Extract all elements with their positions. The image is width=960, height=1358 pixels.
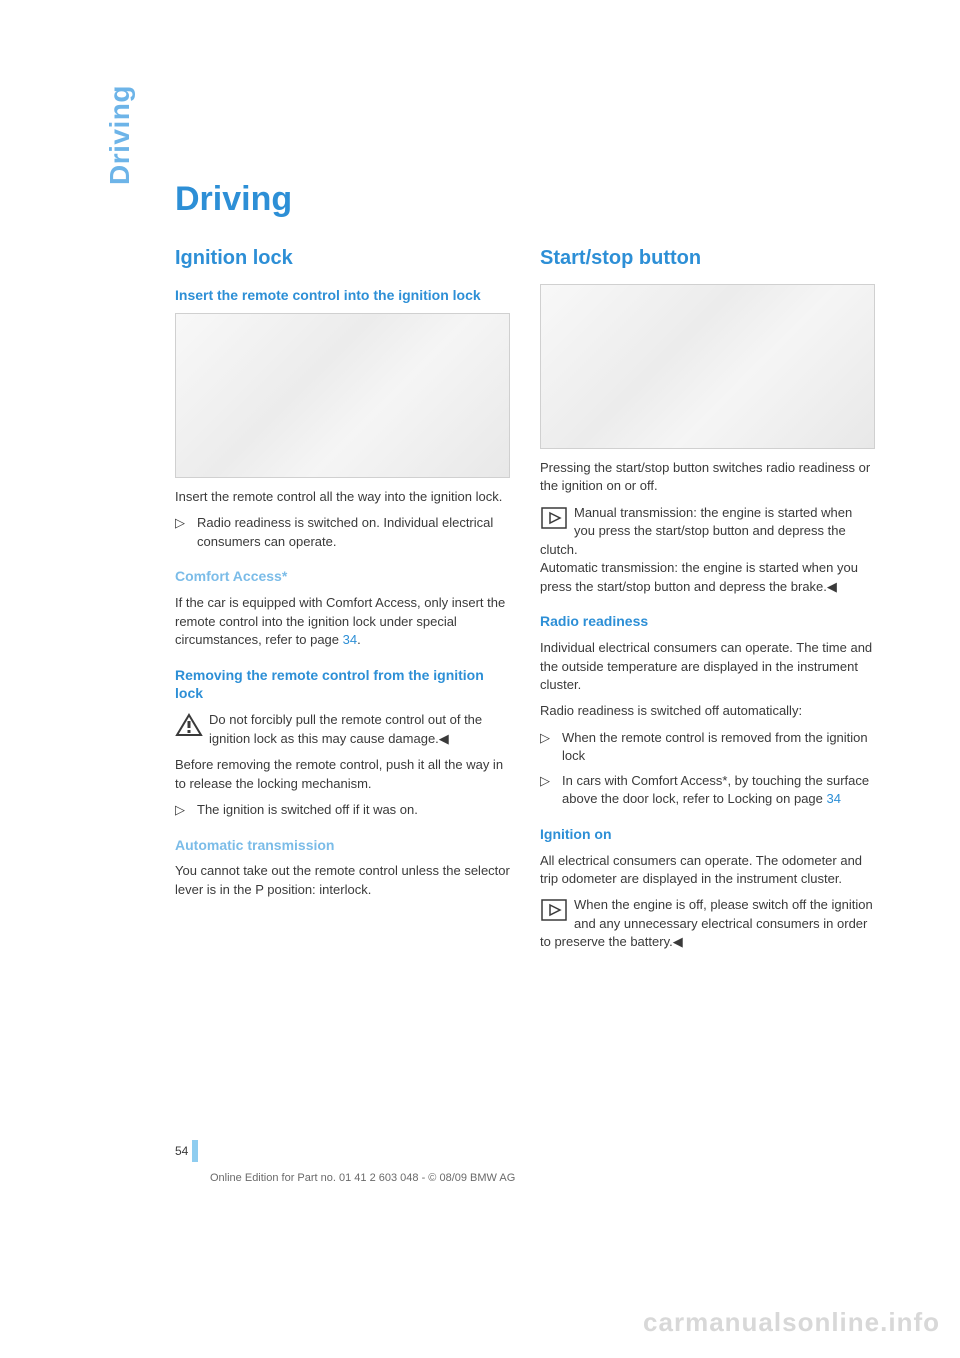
warning-note: Do not forcibly pull the remote control … xyxy=(175,711,510,748)
tip-text: Automatic transmission: the engine is st… xyxy=(540,560,858,593)
bullet-text: The ignition is switched off if it was o… xyxy=(197,801,510,819)
watermark: carmanualsonline.info xyxy=(643,1307,940,1338)
figure-ignition-lock xyxy=(175,313,510,478)
body-text: Individual electrical consumers can oper… xyxy=(540,639,875,694)
tip-icon xyxy=(540,898,568,922)
bullet-icon: ▷ xyxy=(540,729,562,766)
two-column-layout: Ignition lock Insert the remote control … xyxy=(175,247,880,960)
page-number-bar xyxy=(192,1140,198,1162)
list-item: ▷ The ignition is switched off if it was… xyxy=(175,801,510,819)
tip-text: Manual transmission: the engine is start… xyxy=(540,505,852,557)
subheading-comfort-access: Comfort Access* xyxy=(175,567,510,586)
body-text: Insert the remote control all the way in… xyxy=(175,488,510,506)
page-number-area: 54 xyxy=(175,1140,198,1162)
subheading-ignition-on: Ignition on xyxy=(540,825,875,844)
note-end-marker: ◀ xyxy=(673,934,683,949)
bullet-text: Radio readiness is switched on. Individu… xyxy=(197,514,510,551)
section-heading-ignition-lock: Ignition lock xyxy=(175,247,510,270)
text-span: . xyxy=(357,632,361,647)
left-column: Ignition lock Insert the remote control … xyxy=(175,247,510,960)
note-end-marker: ◀ xyxy=(439,731,449,746)
tip-note: When the engine is off, please switch of… xyxy=(540,896,875,951)
subheading-insert-remote: Insert the remote control into the ignit… xyxy=(175,286,510,305)
text-span: In cars with Comfort Access xyxy=(562,773,722,788)
text-span: If the car is equipped with Comfort Acce… xyxy=(175,595,505,647)
warning-icon xyxy=(175,713,203,737)
page-reference-link[interactable]: 34 xyxy=(827,791,841,806)
right-column: Start/stop button Pressing the start/sto… xyxy=(540,247,875,960)
tip-text: When the engine is off, please switch of… xyxy=(540,897,873,949)
list-item: ▷ In cars with Comfort Access*, by touch… xyxy=(540,772,875,809)
side-tab-label: Driving xyxy=(104,85,136,185)
body-text: Before removing the remote control, push… xyxy=(175,756,510,793)
bullet-text: In cars with Comfort Access*, by touchin… xyxy=(562,772,875,809)
page-title: Driving xyxy=(175,180,880,219)
bullet-icon: ▷ xyxy=(540,772,562,809)
bullet-text: When the remote control is removed from … xyxy=(562,729,875,766)
figure-start-stop-button xyxy=(540,284,875,449)
subheading-removing-remote: Removing the remote control from the ign… xyxy=(175,666,510,704)
bullet-icon: ▷ xyxy=(175,514,197,551)
list-item: ▷ When the remote control is removed fro… xyxy=(540,729,875,766)
body-text: You cannot take out the remote control u… xyxy=(175,862,510,899)
page-content: Driving Ignition lock Insert the remote … xyxy=(120,180,880,960)
body-text: Pressing the start/stop button switches … xyxy=(540,459,875,496)
section-heading-start-stop: Start/stop button xyxy=(540,247,875,270)
footer-copyright: Online Edition for Part no. 01 41 2 603 … xyxy=(210,1172,515,1184)
page-number: 54 xyxy=(175,1144,188,1158)
bullet-icon: ▷ xyxy=(175,801,197,819)
body-text: If the car is equipped with Comfort Acce… xyxy=(175,594,510,649)
body-text: Radio readiness is switched off automati… xyxy=(540,702,875,720)
body-text: All electrical consumers can operate. Th… xyxy=(540,852,875,889)
note-end-marker: ◀ xyxy=(827,579,837,594)
page-reference-link[interactable]: 34 xyxy=(343,632,357,647)
tip-note: Manual transmission: the engine is start… xyxy=(540,504,875,596)
list-item: ▷ Radio readiness is switched on. Indivi… xyxy=(175,514,510,551)
subheading-radio-readiness: Radio readiness xyxy=(540,612,875,631)
subheading-automatic-transmission: Automatic transmission xyxy=(175,836,510,855)
tip-icon xyxy=(540,506,568,530)
